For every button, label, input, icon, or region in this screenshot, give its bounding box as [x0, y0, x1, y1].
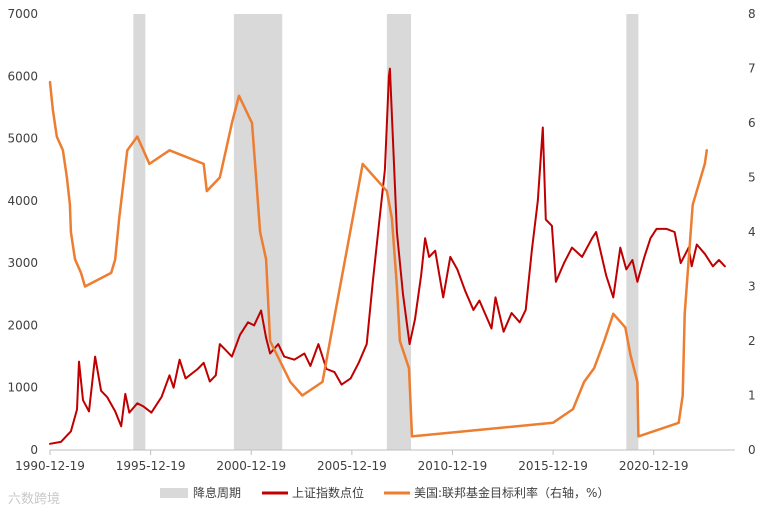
y-left-tick-label: 3000: [7, 256, 38, 270]
y-right-tick-label: 3: [748, 280, 756, 294]
legend-label-fedrate: 美国:联邦基金目标利率（右轴，%）: [414, 485, 609, 500]
y-left-tick-label: 6000: [7, 69, 38, 83]
x-ticks: 1990-12-19 1995-12-19 2000-12-19 2005-12-19…: [15, 450, 689, 473]
series-line-sse-index: [49, 67, 726, 445]
y-right-tick-label: 2: [748, 334, 756, 348]
y-left-tick-label: 1000: [7, 381, 38, 395]
y-right-tick-label: 6: [748, 116, 756, 130]
y-right-tick-label: 8: [748, 7, 756, 21]
legend-swatch-shaded: [160, 488, 188, 498]
y-right-tick-label: 7: [748, 62, 756, 76]
y-right-tick-label: 4: [748, 225, 756, 239]
watermark-text: 六数跨境: [8, 492, 61, 507]
y-left-tick-label: 7000: [7, 7, 38, 21]
shaded-periods: [133, 14, 639, 450]
y-left-ticks: 0 1000 2000 3000 4000 5000 6000 7000: [7, 7, 38, 457]
y-right-tick-label: 5: [748, 171, 756, 185]
x-tick-label: 2005-12-19: [317, 459, 387, 473]
series: [48, 67, 726, 445]
x-tick-label: 1995-12-19: [116, 459, 186, 473]
legend-label-sse: 上证指数点位: [292, 485, 364, 500]
x-tick-label: 1990-12-19: [15, 459, 85, 473]
y-right-tick-label: 0: [748, 443, 756, 457]
series-line-fed-rate: [48, 80, 709, 438]
shaded-period-0: [133, 14, 146, 450]
legend-label-shaded: 降息周期: [193, 485, 241, 500]
y-left-tick-label: 2000: [7, 318, 38, 332]
x-tick-label: 2000-12-19: [216, 459, 286, 473]
y-right-tick-label: 1: [748, 389, 756, 403]
shaded-period-3: [626, 14, 639, 450]
y-left-tick-label: 5000: [7, 132, 38, 146]
shaded-period-1: [233, 14, 283, 450]
y-left-tick-label: 0: [30, 443, 38, 457]
legend: 降息周期 上证指数点位 美国:联邦基金目标利率（右轴，%）: [160, 485, 609, 500]
y-right-ticks: 0 1 2 3 4 5 6 7 8: [748, 7, 756, 457]
x-tick-label: 2020-12-19: [619, 459, 689, 473]
x-tick-label: 2010-12-19: [418, 459, 488, 473]
x-tick-label: 2015-12-19: [518, 459, 588, 473]
y-left-tick-label: 4000: [7, 194, 38, 208]
